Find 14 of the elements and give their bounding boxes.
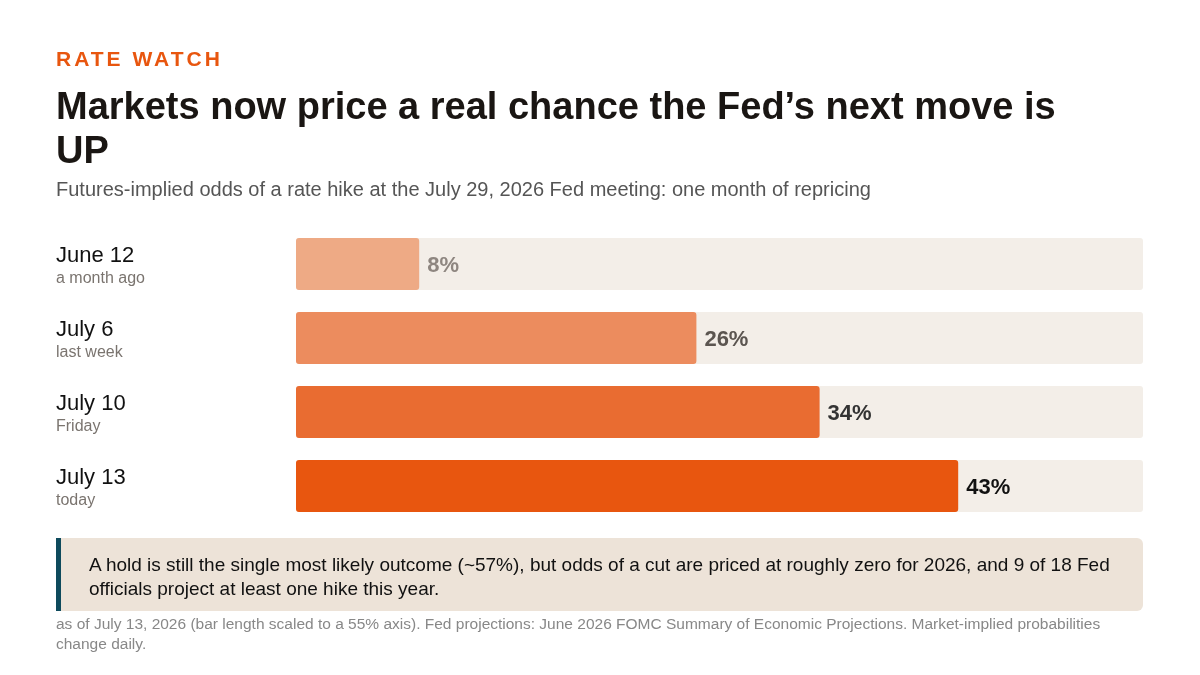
chart-title: Markets now price a real chance the Fed’s next move is UP (56, 84, 1057, 172)
text: A hold is still the single most likely outcome (~57%), but odds of a cut are priced at roughly zero for 2026, and 9 of 18 Fed officials project at least one hike this year. (56, 538, 1143, 611)
chart-subtitle: Futures-implied odds of a rate hike at the July 29, 2026 Fed meeting: one month of repricing (56, 178, 871, 201)
data-label: 34% (827, 399, 872, 425)
data-label: 8% (427, 251, 459, 277)
data-label: 26% (704, 325, 749, 351)
text: as of July 13, 2026 (bar length scaled to a 55% axis). Fed projections: June 2026 FOMC Summary of Economic Projections. Market-implied probabilities change daily. (56, 614, 1102, 654)
y-tick-label: July 13 today (56, 463, 126, 508)
bar (296, 238, 420, 290)
data-label: 43% (966, 473, 1011, 499)
y-tick-label: July 10 Friday (56, 389, 126, 434)
text: RATE WATCH (56, 47, 223, 71)
y-tick-label: June 12 a month ago (56, 241, 146, 286)
y-tick-label: July 6 last week (56, 315, 124, 360)
